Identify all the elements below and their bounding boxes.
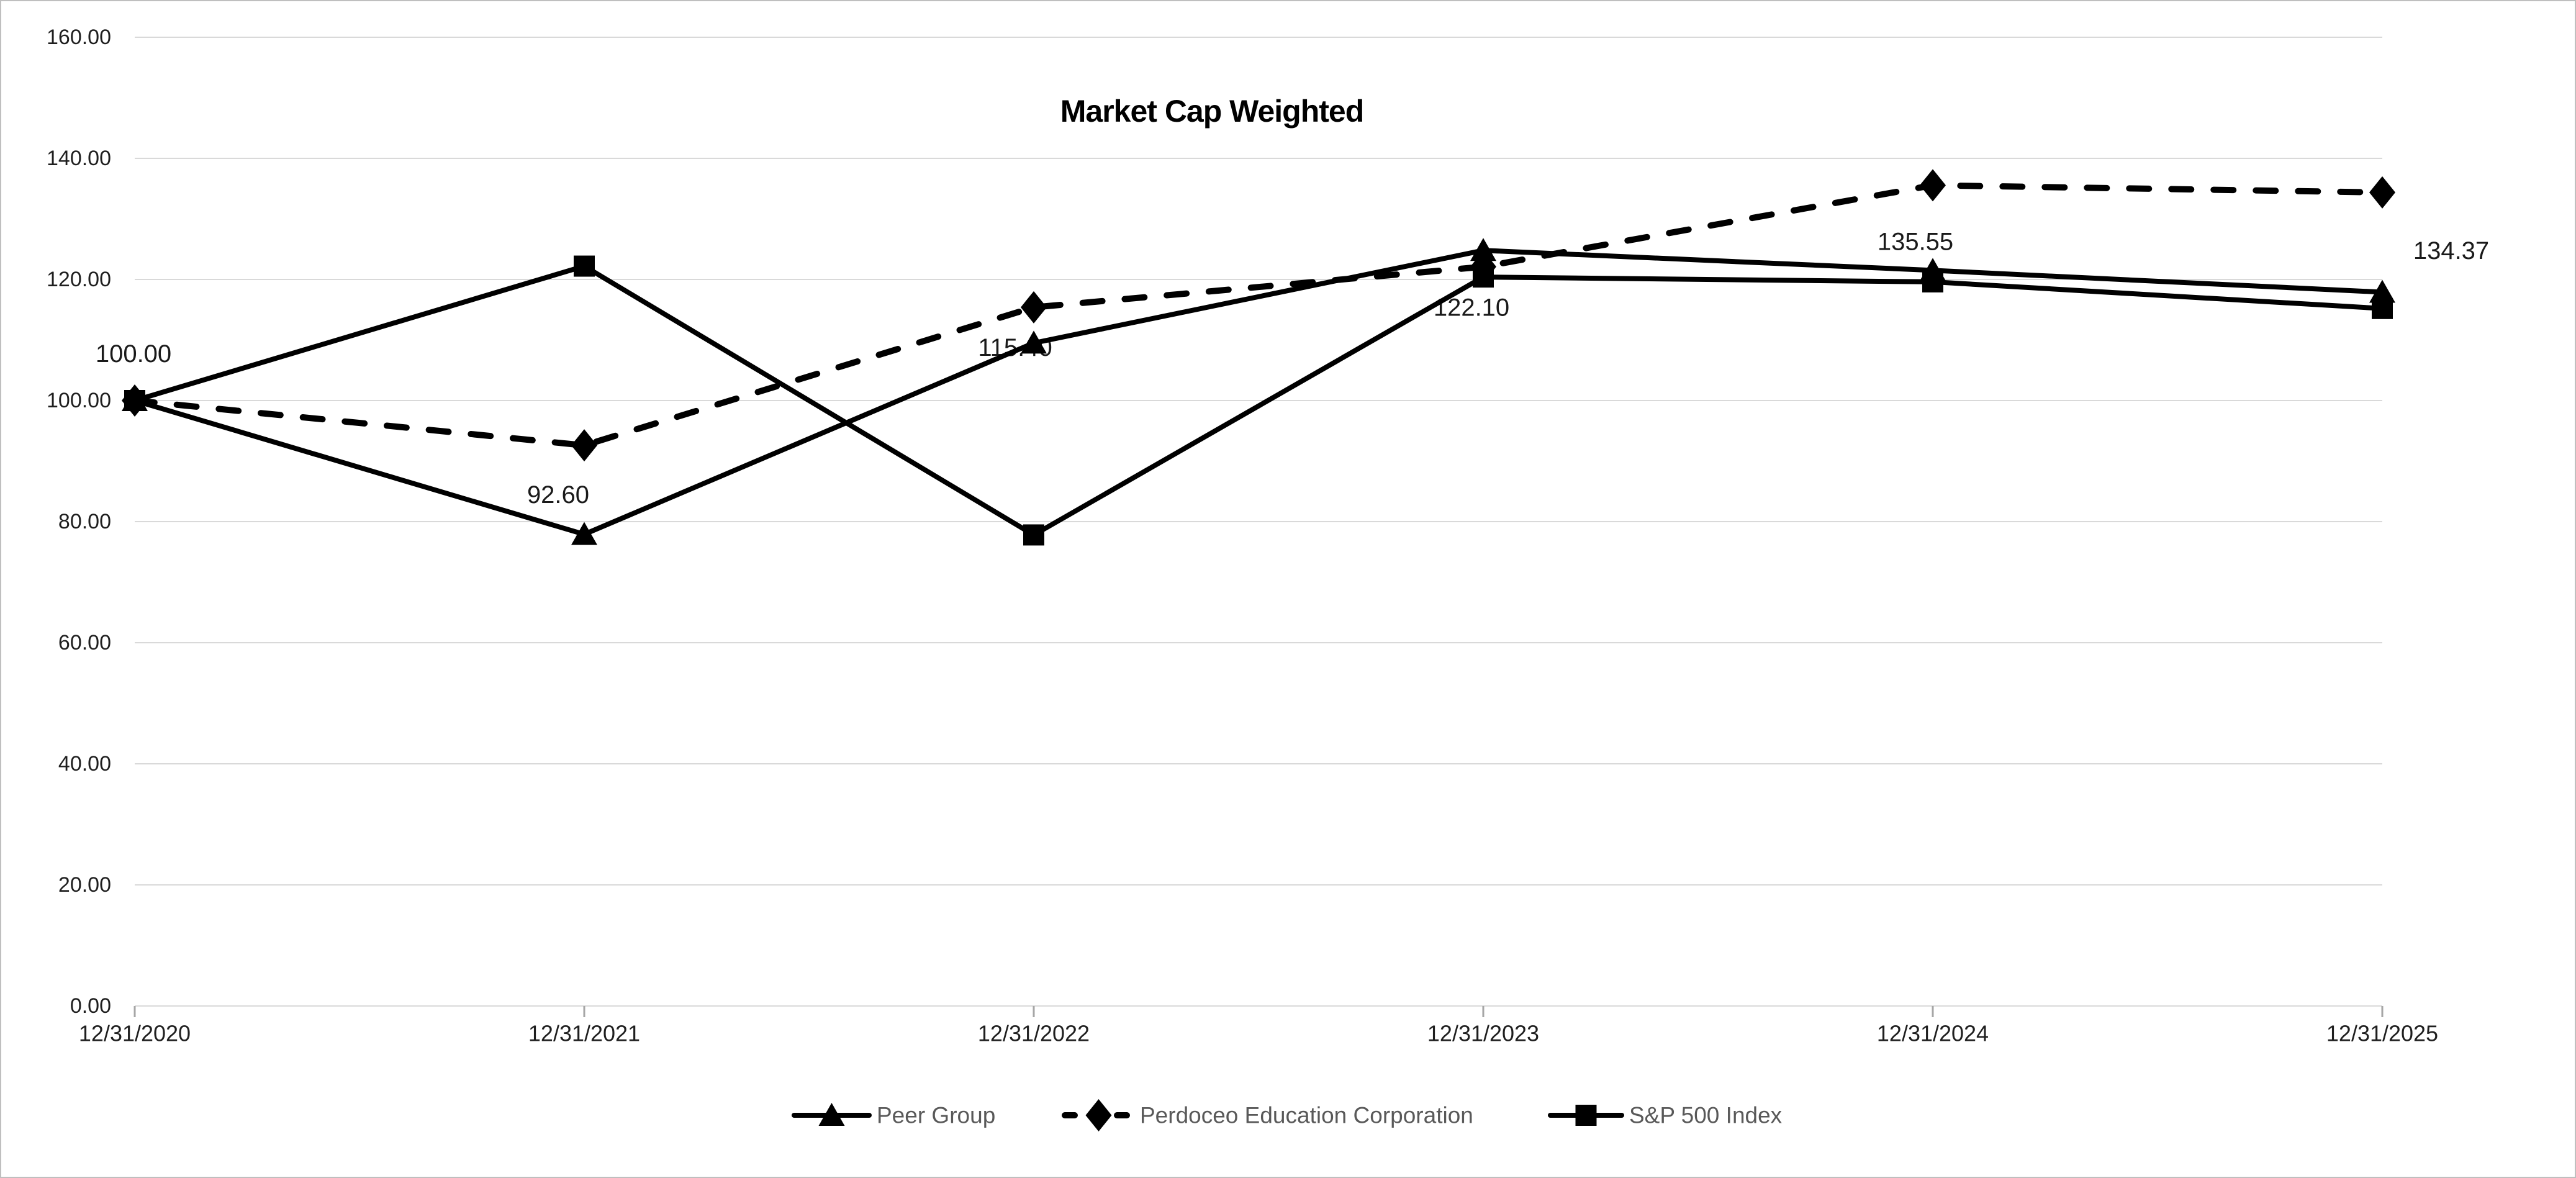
data-label: 135.55: [1878, 228, 1953, 255]
y-axis-tick-label: 100.00: [47, 389, 111, 412]
x-axis-tick-label: 12/31/2021: [528, 1021, 640, 1046]
x-axis-tick-label: 12/31/2020: [79, 1021, 191, 1046]
series-line-triangle: [132, 248, 2385, 537]
diamond-marker: [1920, 169, 1946, 202]
legend-label: Peer Group: [877, 1103, 995, 1128]
y-axis-tick-label: 40.00: [58, 752, 111, 776]
y-axis-tick-label: 60.00: [58, 631, 111, 655]
y-axis-tick-label: 140.00: [47, 147, 111, 170]
data-label: 92.60: [527, 481, 589, 509]
legend-label: S&P 500 Index: [1629, 1103, 1783, 1128]
square-marker: [2372, 297, 2393, 319]
y-axis-tick-label: 20.00: [58, 873, 111, 897]
legend-label: Perdoceo Education Corporation: [1140, 1103, 1473, 1128]
series-line-square: [132, 263, 2385, 538]
x-axis-tick-label: 12/31/2024: [1877, 1021, 1989, 1046]
chart-title: Market Cap Weighted: [1060, 94, 1364, 129]
square-marker: [1023, 524, 1044, 546]
square-marker: [1922, 271, 1943, 292]
x-axis-tick-label: 12/31/2022: [978, 1021, 1090, 1046]
triangle-marker: [571, 522, 597, 545]
y-axis-tick-label: 0.00: [70, 994, 111, 1018]
legend-triangle-marker: [818, 1103, 845, 1126]
x-axis-tick-label: 12/31/2023: [1427, 1021, 1539, 1046]
y-axis-tick-label: 80.00: [58, 510, 111, 533]
square-marker: [124, 390, 145, 411]
triangle-marker: [1021, 330, 1047, 354]
series-line-diamond: [132, 182, 2385, 449]
y-axis-tick-label: 120.00: [47, 268, 111, 291]
square-marker: [574, 255, 595, 277]
square-marker: [1473, 266, 1494, 288]
triangle-marker: [1470, 238, 1496, 261]
triangle-marker: [2369, 279, 2395, 303]
legend-diamond-marker: [1085, 1099, 1112, 1131]
data-label: 134.37: [2413, 237, 2489, 265]
diamond-marker: [2369, 176, 2395, 209]
diamond-marker: [1021, 291, 1047, 324]
y-axis-tick-label: 160.00: [47, 25, 111, 49]
legend-square-marker: [1575, 1105, 1597, 1126]
data-label: 100.00: [96, 340, 171, 368]
x-axis-tick-label: 12/31/2025: [2326, 1021, 2438, 1046]
diamond-marker: [571, 429, 597, 462]
